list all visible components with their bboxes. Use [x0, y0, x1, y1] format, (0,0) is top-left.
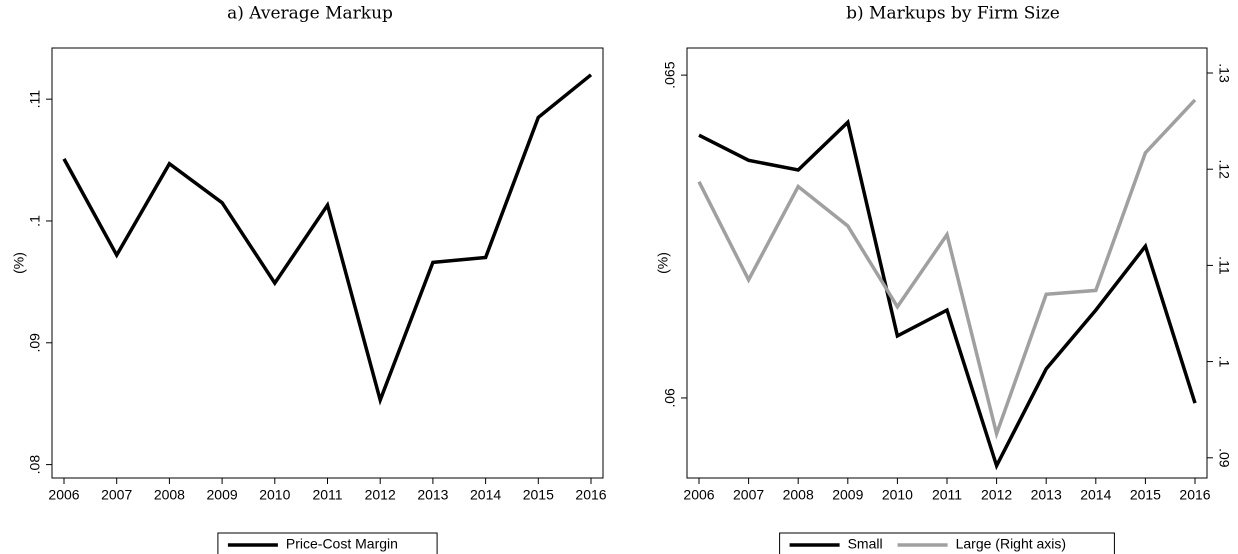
x-tick-label: 2012	[981, 487, 1012, 503]
y-axis-label: (%)	[11, 252, 27, 274]
x-tick-label: 2011	[312, 487, 342, 503]
x-tick-label: 2007	[101, 487, 132, 503]
series-line	[697, 98, 1197, 440]
x-tick-label: 2007	[733, 487, 764, 503]
y2-tick-label: .11	[1216, 256, 1232, 275]
y-tick-label: .065	[662, 61, 678, 88]
y-tick-label: .09	[27, 333, 43, 353]
x-tick-label: 2010	[882, 487, 913, 503]
x-tick-label: 2009	[832, 487, 863, 503]
plot-frame	[686, 47, 1208, 479]
y2-tick-label: .12	[1216, 159, 1232, 179]
chart-title: b) Markups by Firm Size	[846, 4, 1060, 24]
legend-box	[217, 532, 438, 554]
y-tick-label: .08	[27, 455, 43, 475]
x-tick-label: 2006	[48, 487, 79, 503]
x-tick-label: 2006	[683, 487, 714, 503]
y-tick-label: .1	[27, 215, 43, 227]
x-tick-label: 2010	[259, 487, 290, 503]
x-tick-label: 2014	[1080, 487, 1111, 503]
y2-tick-label: .09	[1216, 448, 1232, 468]
x-tick-label: 2011	[932, 487, 962, 503]
x-tick-label: 2013	[1031, 487, 1062, 503]
x-tick-label: 2014	[470, 487, 501, 503]
y2-tick-label: .1	[1216, 356, 1232, 368]
series-line	[62, 73, 593, 406]
x-tick-label: 2012	[365, 487, 396, 503]
series-line	[698, 118, 1197, 471]
x-tick-label: 2013	[417, 487, 448, 503]
y2-tick-label: .13	[1216, 63, 1232, 83]
y-tick-label: .06	[662, 388, 678, 408]
y-axis-label: (%)	[655, 252, 671, 274]
x-tick-label: 2015	[1130, 487, 1161, 503]
chart-title: a) Average Markup	[227, 4, 393, 24]
x-tick-label: 2016	[575, 487, 606, 503]
legend-label: Price-Cost Margin	[286, 536, 398, 552]
x-tick-label: 2015	[523, 487, 554, 503]
x-tick-label: 2008	[154, 487, 185, 503]
legend-label: Small	[848, 536, 883, 552]
x-tick-label: 2008	[783, 487, 814, 503]
plot-frame	[51, 47, 604, 479]
x-tick-label: 2009	[207, 487, 238, 503]
y-tick-label: .11	[27, 90, 43, 109]
legend-label: Large (Right axis)	[956, 536, 1067, 552]
x-tick-label: 2016	[1179, 487, 1210, 503]
